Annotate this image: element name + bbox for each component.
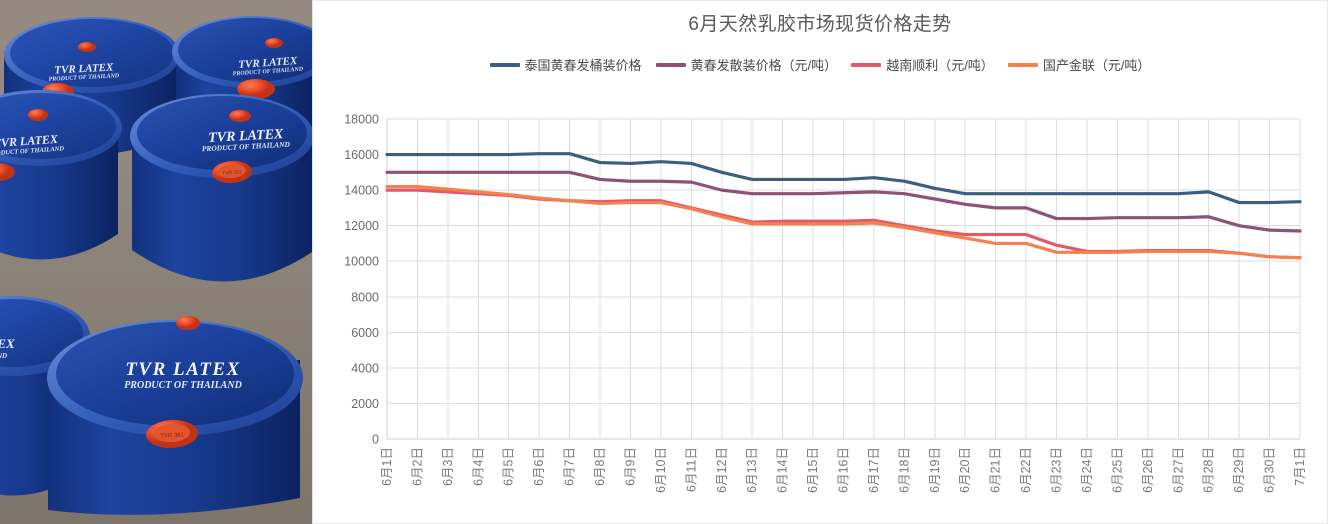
x-axis-tick-label: 6月30日	[1263, 447, 1277, 493]
x-axis-tick-label: 6月9日	[623, 447, 637, 486]
chart-panel: 6月天然乳胶市场现货价格走势 泰国黄春发桶装价格 黄春发散装价格（元/吨） 越南…	[312, 0, 1328, 524]
chart-title: 6月天然乳胶市场现货价格走势	[688, 14, 952, 35]
x-axis-tick-label: 7月1日	[1293, 447, 1307, 486]
x-axis-tick-label: 6月21日	[989, 447, 1003, 493]
legend-label-series-3: 国产金联（元/吨）	[1042, 58, 1151, 73]
x-axis-tick-label: 6月15日	[806, 447, 820, 493]
svg-text:PRODUCT OF THAILAND: PRODUCT OF THAILAND	[124, 380, 242, 391]
x-axis-tick-label: 6月7日	[563, 447, 577, 486]
x-axis-tick-label: 6月22日	[1019, 447, 1033, 493]
svg-text:TEX: TEX	[0, 336, 15, 351]
svg-text:TVR LATEX: TVR LATEX	[125, 359, 240, 380]
legend-swatch-series-0	[489, 62, 520, 67]
legend-label-series-0: 泰国黄春发桶装价格	[524, 58, 642, 73]
x-axis-tick-label: 6月11日	[684, 447, 698, 492]
series-line-1	[385, 170, 1302, 233]
x-axis-tick-label: 6月12日	[715, 447, 729, 493]
svg-text:TVR LATEX: TVR LATEX	[238, 55, 298, 71]
barrel-front-right: TVR LATEX PRODUCT OF THAILAND TVR 381	[47, 316, 303, 515]
y-axis-tick-label: 8000	[351, 290, 379, 304]
svg-text:TVR LATEX: TVR LATEX	[54, 61, 114, 76]
x-axis-tick-label: 6月14日	[776, 447, 790, 493]
y-axis-tick-label: 14000	[344, 184, 379, 198]
svg-text:TVR 381: TVR 381	[222, 169, 242, 176]
legend-item-series-1[interactable]: 黄春发散装价格（元/吨）	[655, 55, 838, 74]
x-axis-tick-label: 6月27日	[1171, 447, 1185, 493]
x-axis-tick-label: 6月6日	[532, 447, 546, 486]
plot-area: 0 2000 4000 6000 8000 10000 12000 14000 16000 180…	[343, 101, 1328, 521]
x-axis-tick-label: 6月26日	[1141, 447, 1155, 493]
x-axis-tick-label: 6月16日	[837, 447, 851, 493]
x-axis-tick-label: 6月17日	[867, 447, 881, 493]
x-axis-tick-label: 6月19日	[928, 447, 942, 493]
y-axis-tick-label: 16000	[344, 148, 379, 162]
y-axis-tick-label: 0	[372, 433, 379, 447]
x-axis-tick-label: 6月24日	[1080, 447, 1094, 493]
legend-swatch-series-2	[851, 62, 882, 67]
y-axis-tick-label: 6000	[351, 326, 379, 340]
legend-item-series-3[interactable]: 国产金联（元/吨）	[1007, 55, 1151, 74]
photo-illustration: TVR LATEX PRODUCT OF THAILAND TVR LATEX …	[0, 0, 312, 524]
svg-text:ND: ND	[0, 352, 7, 360]
svg-text:PRODUCT OF THAILAND: PRODUCT OF THAILAND	[233, 67, 304, 78]
series-line-3	[385, 184, 1302, 260]
series-line-0	[385, 152, 1302, 205]
x-axis-tick-label: 6月18日	[897, 447, 911, 493]
barrel-middle-left: TVR LATEX PRODUCT OF THAILAND	[0, 90, 122, 260]
x-axis-tick-label: 6月20日	[958, 447, 972, 493]
legend-label-series-1: 黄春发散装价格（元/吨）	[690, 58, 838, 73]
line-chart-svg: 0 2000 4000 6000 8000 10000 12000 14000 16000 180…	[344, 113, 1307, 493]
svg-text:TVR 381: TVR 381	[160, 432, 185, 439]
barrel-middle-right: TVR LATEX PRODUCT OF THAILAND TVR 381	[130, 94, 312, 282]
y-axis-tick-label: 4000	[351, 361, 379, 375]
chart-legend: 泰国黄春发桶装价格 黄春发散装价格（元/吨） 越南顺利（元/吨） 国产金联（元/…	[313, 55, 1327, 74]
svg-text:TVR LATEX: TVR LATEX	[0, 132, 59, 151]
legend-item-series-0[interactable]: 泰国黄春发桶装价格	[489, 55, 642, 74]
x-axis-tick-label: 6月10日	[654, 447, 668, 493]
legend-label-series-2: 越南顺利（元/吨）	[886, 58, 994, 73]
legend-swatch-series-1	[655, 62, 686, 67]
x-axis-tick-label: 6月1日	[380, 447, 394, 486]
legend-swatch-series-3	[1007, 62, 1038, 67]
y-axis-tick-label: 18000	[344, 113, 379, 127]
x-axis-tick-label: 6月5日	[502, 447, 516, 486]
x-axis-tick-label: 6月4日	[471, 447, 485, 486]
legend-item-series-2[interactable]: 越南顺利（元/吨）	[851, 55, 994, 74]
svg-text:TVR LATEX: TVR LATEX	[208, 127, 284, 146]
x-axis-tick-label: 6月28日	[1202, 447, 1216, 493]
x-axis-tick-label: 6月25日	[1110, 447, 1124, 493]
x-axis-tick-label: 6月8日	[593, 447, 607, 486]
x-axis-tick-label: 6月13日	[745, 447, 759, 493]
x-axis-tick-label: 6月2日	[410, 447, 424, 486]
x-axis-tick-label: 6月29日	[1232, 447, 1246, 493]
latex-barrels-photo: TVR LATEX PRODUCT OF THAILAND TVR LATEX …	[0, 0, 312, 524]
svg-text:PRODUCT OF THAILAND: PRODUCT OF THAILAND	[49, 73, 120, 83]
y-axis-tick-label: 2000	[351, 397, 379, 411]
y-axis-tick-label: 12000	[344, 219, 379, 233]
y-axis-tick-label: 10000	[344, 255, 379, 269]
x-axis-tick-label: 6月23日	[1050, 447, 1064, 493]
x-axis-tick-label: 6月3日	[441, 447, 455, 486]
